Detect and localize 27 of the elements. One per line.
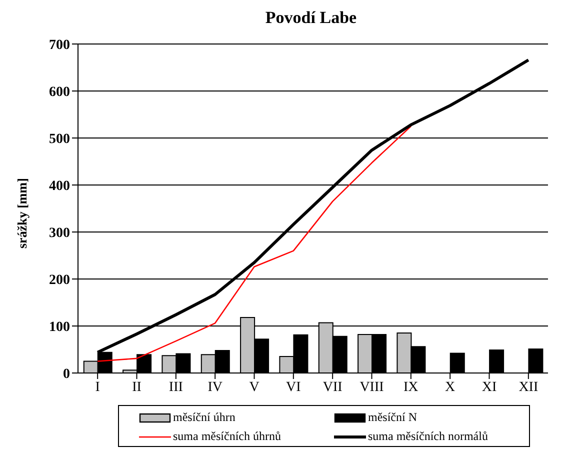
legend-label: suma měsíčních úhrnů [173, 429, 281, 444]
y-tick-label: 200 [49, 272, 70, 288]
y-tick-label: 300 [49, 226, 70, 241]
legend-label: měsíční úhrn [173, 410, 236, 425]
y-axis-title: srážky [mm] [14, 178, 30, 248]
x-tick-label: XII [518, 380, 538, 395]
x-tick-label: VIII [360, 380, 384, 395]
x-tick-label: X [445, 380, 456, 395]
legend-label: suma měsíčních normálů [368, 429, 488, 444]
x-tick-label: VII [322, 380, 343, 395]
y-tick-label: 700 [49, 38, 70, 53]
y-tick-label: 600 [49, 84, 70, 100]
y-tick-label: 100 [49, 320, 70, 335]
x-tick-label: IX [404, 380, 418, 395]
x-tick-label: II [132, 380, 142, 395]
y-tick-label: 0 [63, 366, 70, 382]
line-series [96, 126, 412, 362]
x-tick-label: III [168, 380, 184, 395]
y-tick-label: 500 [49, 132, 70, 147]
y-tick-label: 400 [49, 178, 70, 194]
x-tick-label: V [249, 380, 260, 395]
x-tick-label: VI [286, 380, 302, 395]
x-tick-label: I [95, 380, 100, 395]
x-tick-label: XI [482, 380, 497, 395]
x-tick-label: IV [208, 380, 222, 395]
chart-title: Povodí Labe [264, 8, 358, 29]
legend-label: měsíční N [368, 410, 417, 425]
